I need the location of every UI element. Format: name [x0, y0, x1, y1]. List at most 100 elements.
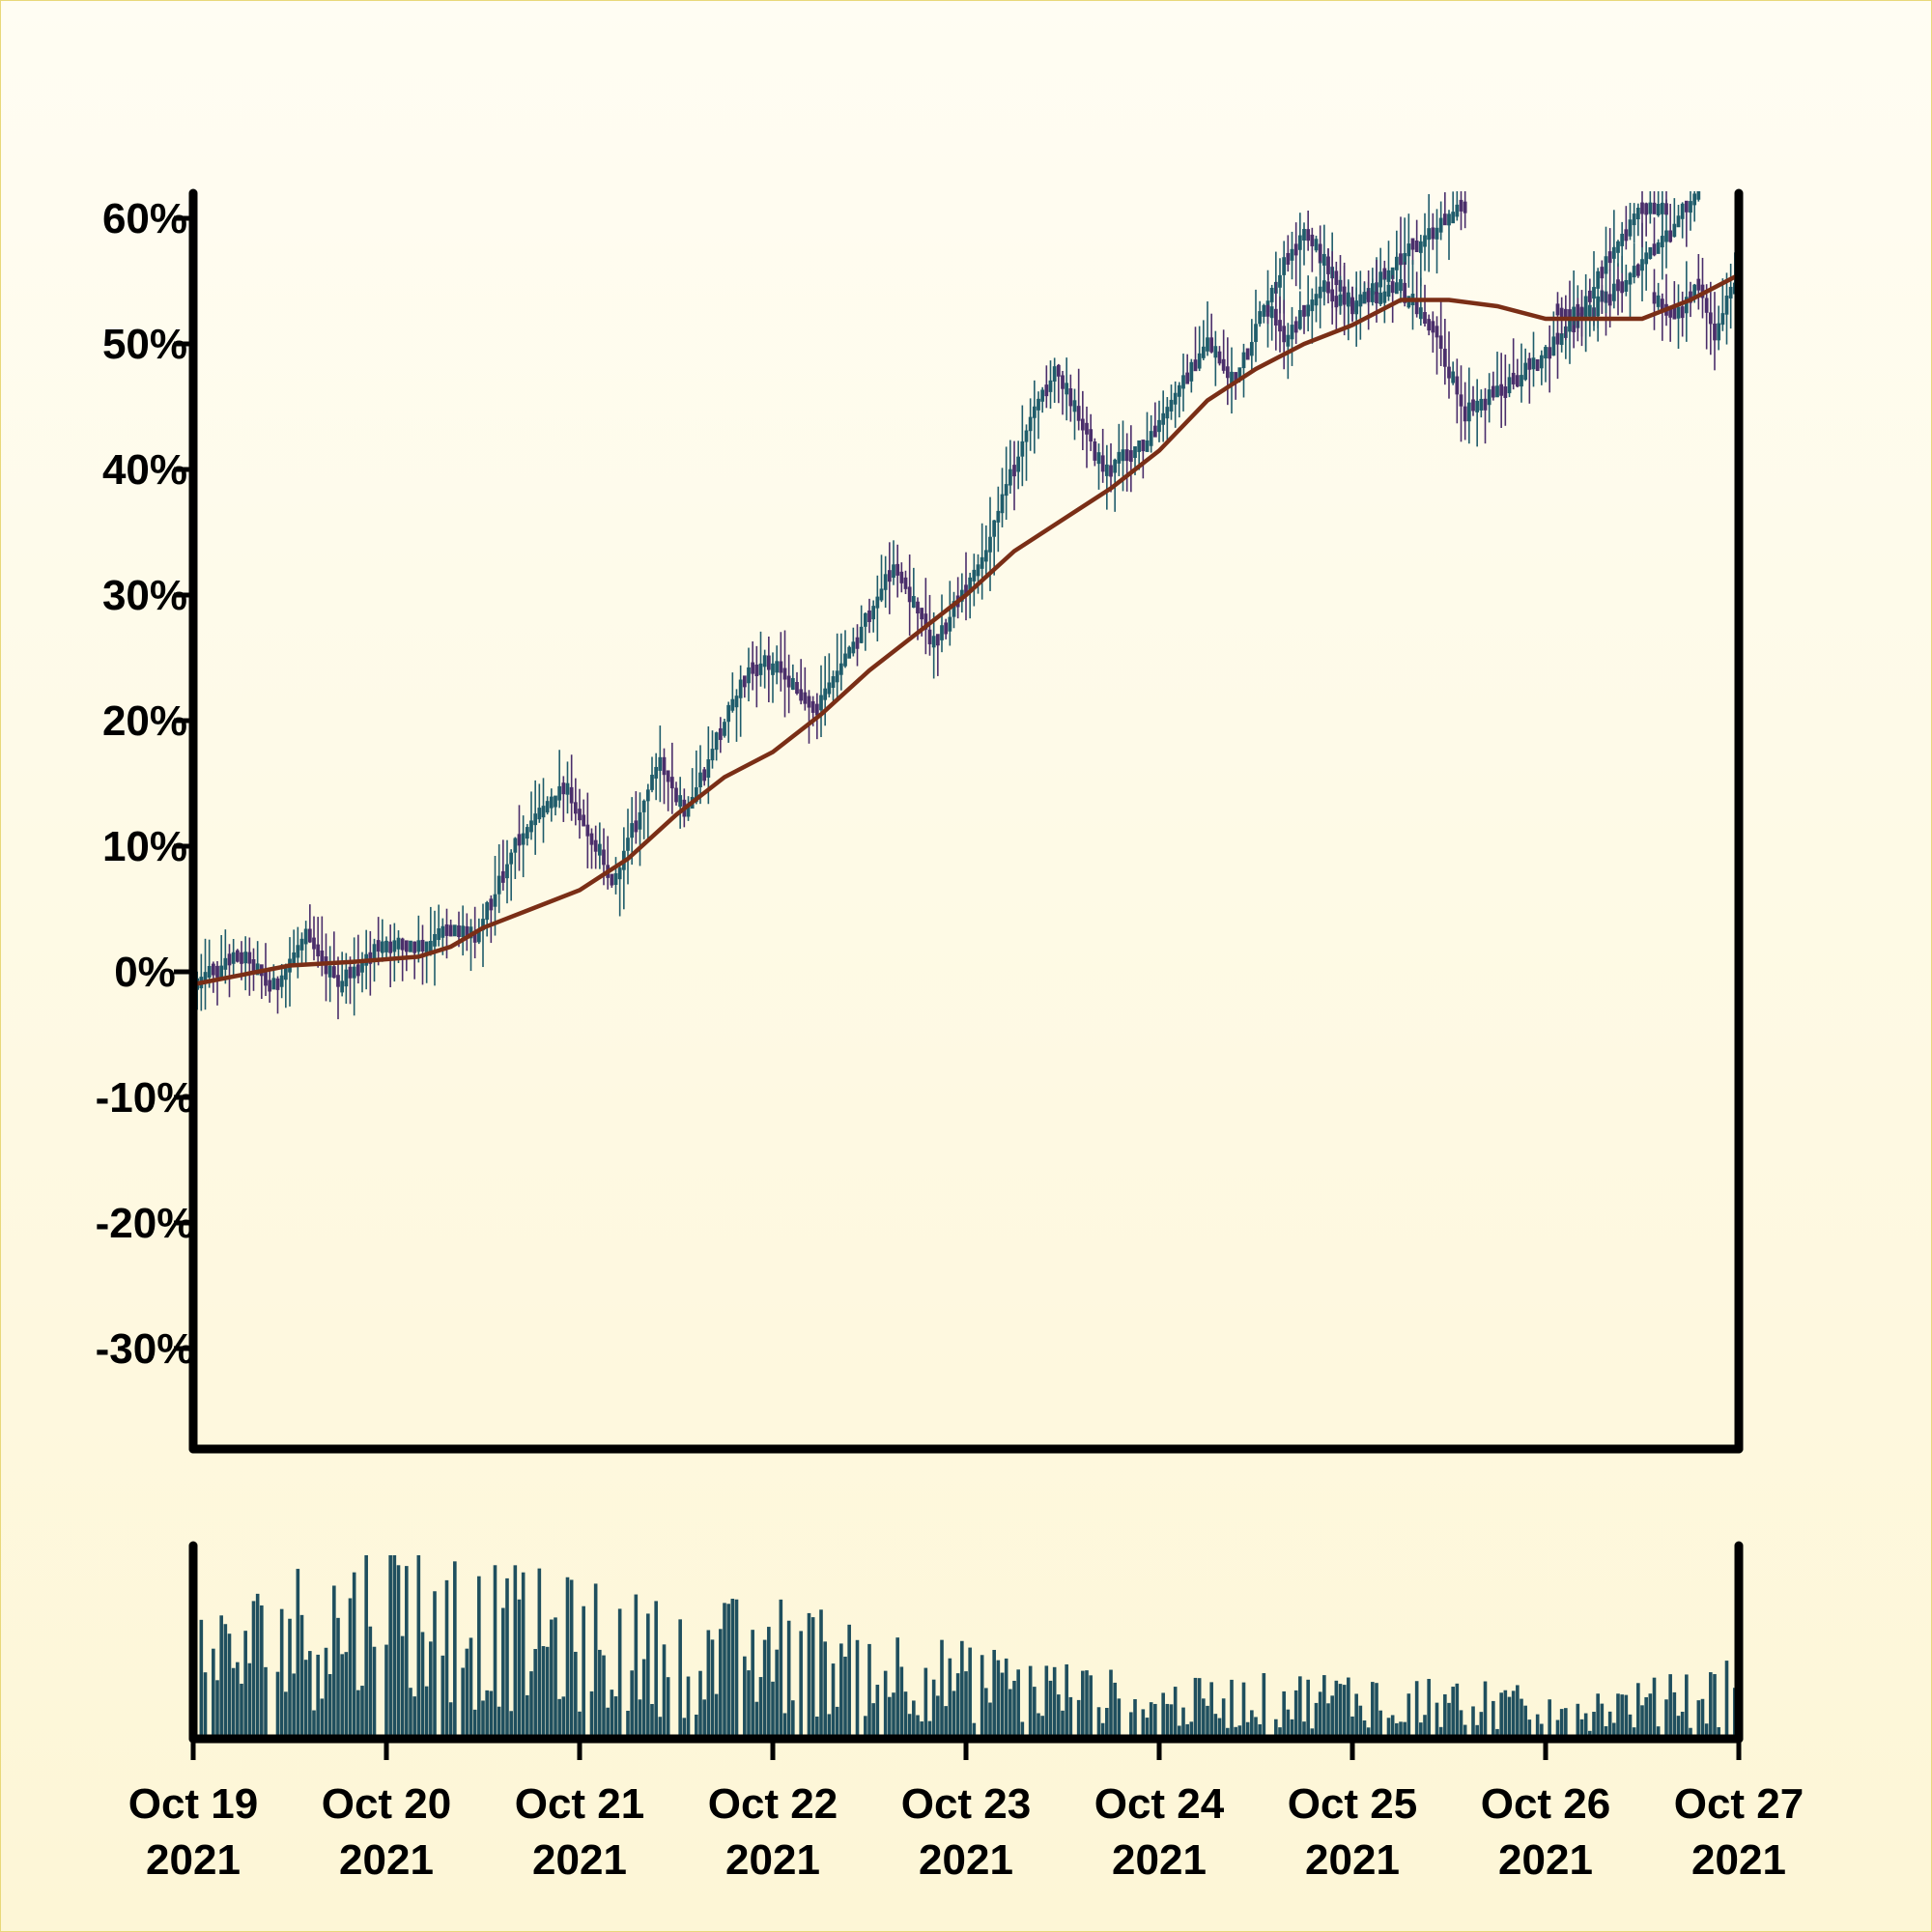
- candle: [742, 675, 747, 698]
- candle: [1520, 343, 1523, 403]
- volume-bar: [1435, 1702, 1439, 1739]
- candle: [1012, 440, 1016, 511]
- volume-bar: [336, 1617, 340, 1739]
- candle: [1680, 202, 1685, 239]
- volume-bar: [537, 1568, 542, 1739]
- volume-bar: [505, 1577, 509, 1739]
- candle: [1680, 291, 1685, 337]
- candle: [497, 844, 501, 914]
- candle: [283, 963, 288, 1009]
- candle: [360, 952, 364, 993]
- candle: [1314, 236, 1319, 253]
- volume-bar: [895, 1637, 899, 1739]
- volume-bar: [340, 1654, 344, 1739]
- volume-bar: [352, 1572, 356, 1739]
- candle: [549, 788, 554, 822]
- candle: [1515, 358, 1520, 387]
- volume-bar: [1202, 1698, 1206, 1739]
- candle: [352, 937, 356, 1016]
- candle: [1455, 358, 1460, 424]
- candle: [1611, 210, 1616, 263]
- candle: [1652, 269, 1657, 330]
- volume-bar: [1403, 1721, 1406, 1739]
- volume-bar: [1564, 1708, 1568, 1739]
- candle: [324, 933, 328, 1002]
- volume-bar: [1068, 1696, 1073, 1739]
- candle: [1109, 442, 1113, 493]
- candle: [1302, 222, 1306, 266]
- candle: [923, 578, 928, 655]
- candle: [433, 910, 437, 986]
- candle: [303, 921, 308, 966]
- candle: [952, 591, 956, 629]
- volume-bar: [461, 1667, 465, 1739]
- y-tick-label: 60%: [102, 195, 187, 242]
- volume-bar: [1548, 1699, 1551, 1739]
- volume-bar: [964, 1671, 968, 1739]
- volume-bar: [1604, 1725, 1608, 1739]
- volume-bar: [1145, 1718, 1150, 1739]
- volume-bar: [948, 1658, 952, 1739]
- candle: [500, 839, 505, 891]
- volume-bar: [1447, 1702, 1451, 1739]
- volume-bar: [493, 1565, 497, 1739]
- candle: [215, 961, 219, 1006]
- volume-bar: [1475, 1724, 1479, 1739]
- candle: [1000, 468, 1005, 527]
- candle: [1418, 235, 1423, 287]
- candle: [1290, 231, 1294, 280]
- volume-bar: [1326, 1703, 1330, 1739]
- x-tick-label: Oct 26: [1481, 1780, 1611, 1828]
- candle: [573, 778, 578, 826]
- candle: [1427, 193, 1432, 272]
- volume-bar: [1197, 1678, 1202, 1739]
- volume-bar: [1354, 1693, 1358, 1739]
- volume-bar: [1318, 1691, 1322, 1739]
- volume-bar: [1052, 1666, 1057, 1739]
- volume-bar: [1709, 1672, 1713, 1739]
- candle: [1724, 272, 1729, 345]
- candle: [1177, 382, 1181, 418]
- candle: [730, 672, 735, 713]
- candle: [1085, 406, 1089, 469]
- candle: [734, 689, 739, 742]
- candle: [613, 857, 618, 895]
- candle: [1648, 191, 1653, 224]
- candle: [392, 923, 397, 982]
- volume-bar: [433, 1591, 437, 1739]
- y-tick-label: 0%: [114, 949, 176, 996]
- y-tick-label: 50%: [102, 321, 187, 368]
- candle: [1511, 338, 1516, 390]
- volume-bar: [1262, 1673, 1266, 1739]
- volume-bar: [1250, 1710, 1254, 1739]
- volume-bar: [1668, 1674, 1672, 1739]
- volume-bar: [1455, 1683, 1460, 1739]
- candle: [533, 780, 538, 855]
- candle: [851, 627, 856, 657]
- candle: [327, 946, 332, 1003]
- candle: [292, 929, 297, 964]
- candle: [1700, 257, 1705, 319]
- volume-bar: [1427, 1679, 1431, 1739]
- volume-bar: [650, 1703, 654, 1739]
- volume-bar: [1105, 1707, 1109, 1739]
- volume-bar: [1258, 1724, 1262, 1739]
- volume-bar: [654, 1601, 658, 1739]
- volume-bar: [1033, 1687, 1037, 1739]
- candle: [1499, 353, 1504, 429]
- volume-bar: [288, 1618, 292, 1739]
- volume-bar: [641, 1659, 646, 1739]
- volume-bar: [412, 1696, 416, 1739]
- candle: [738, 665, 743, 737]
- candle: [485, 900, 490, 937]
- volume-bar: [996, 1660, 1001, 1739]
- volume-bar: [1540, 1723, 1544, 1739]
- candle: [1297, 291, 1302, 330]
- candle: [1635, 203, 1640, 237]
- volume-bar: [1282, 1690, 1286, 1739]
- candle: [1451, 361, 1456, 385]
- volume-bar: [324, 1647, 328, 1739]
- volume-bar: [827, 1714, 832, 1739]
- candle: [1241, 343, 1246, 398]
- candle: [1495, 352, 1499, 398]
